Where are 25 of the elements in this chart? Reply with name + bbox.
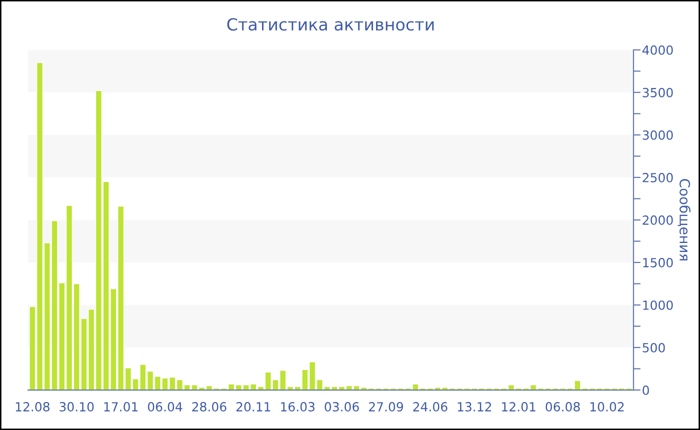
y-tick-label: 500 (642, 342, 665, 352)
x-tick-label: 06.04 (148, 402, 182, 412)
x-tick-label: 28.06 (192, 402, 226, 412)
x-tick-label: 16.03 (281, 402, 314, 412)
x-tick-label: 20.11 (236, 402, 270, 412)
y-tick-label: 0 (642, 385, 649, 395)
x-tick-label: 30.10 (60, 402, 94, 412)
x-tick-label: 12.01 (502, 402, 536, 412)
y-tick-label: 3500 (642, 88, 673, 98)
x-tick-label: 03.06 (324, 402, 359, 412)
x-tick-label: 24.06 (413, 402, 448, 412)
y-axis-title: Сообщения (678, 179, 691, 260)
y-tick-label: 1000 (643, 300, 673, 310)
x-tick-label: 10.02 (590, 402, 624, 412)
x-tick-label: 13.12 (458, 402, 492, 412)
y-tick-label: 3000 (642, 130, 673, 140)
x-tick-label: 12.08 (16, 402, 50, 412)
x-tick-label: 06.08 (546, 402, 580, 412)
y-tick-label: 4000 (642, 45, 673, 55)
y-tick-label: 2500 (642, 172, 673, 182)
x-tick-label: 17.01 (104, 402, 138, 412)
y-tick-label: 1500 (643, 258, 673, 268)
chart-title: Статистика активности (227, 18, 434, 31)
x-tick-label: 27.09 (369, 402, 404, 412)
y-tick-label: 2000 (642, 215, 673, 225)
